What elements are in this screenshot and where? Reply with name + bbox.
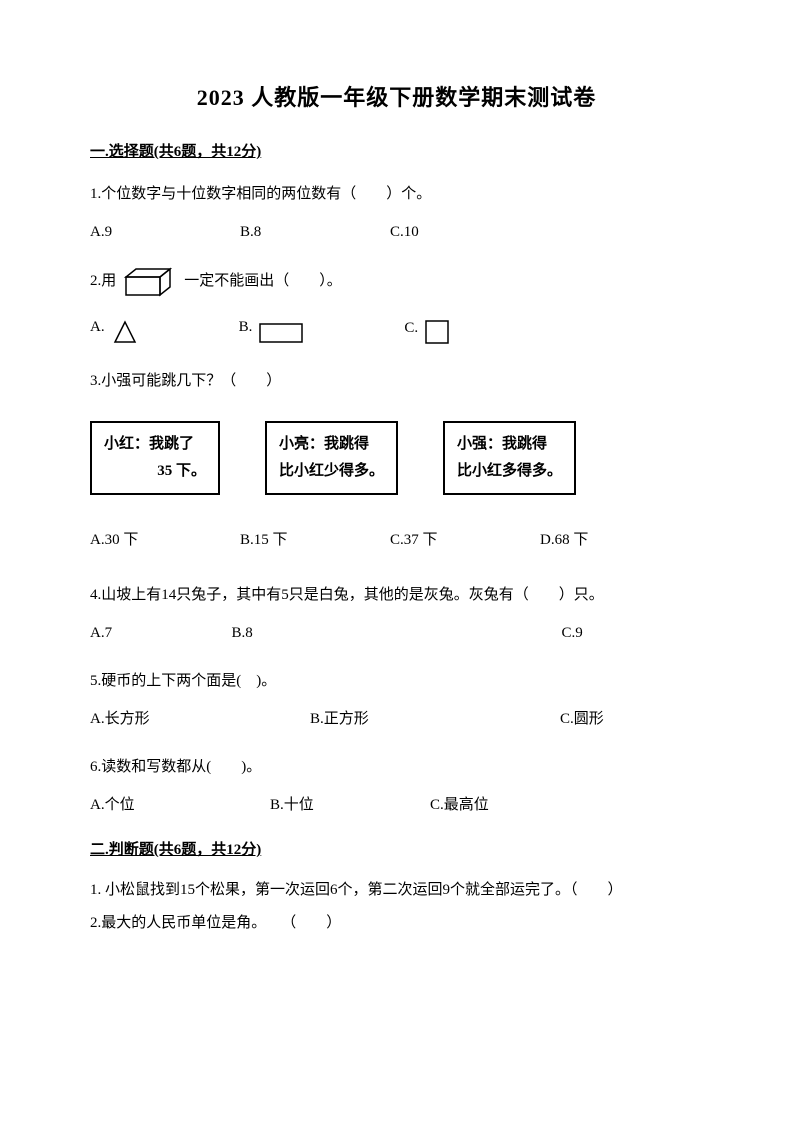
rectangle-icon: [258, 320, 304, 346]
q3-box3-line1: 小强：我跳得: [457, 431, 562, 458]
q4-opt-b: B.8: [231, 618, 372, 648]
q3-box1: 小红：我跳了 35 下。: [90, 421, 220, 495]
q1-opt-a: A.9: [90, 217, 240, 247]
q3-box2: 小亮：我跳得 比小红少得多。: [265, 421, 398, 495]
q2-prefix: 2.用: [90, 266, 116, 296]
q3-opt-a: A.30 下: [90, 525, 240, 555]
question-4: 4.山坡上有14只兔子，其中有5只是白兔，其他的是灰兔。灰兔有（ ）只。 A.7…: [90, 580, 703, 648]
q1-opt-c: C.10: [390, 217, 540, 247]
q5-opt-a: A.长方形: [90, 704, 310, 734]
cuboid-icon: [120, 265, 180, 297]
question-3: 3.小强可能跳几下？（ ） 小红：我跳了 35 下。 小亮：我跳得 比小红少得多…: [90, 366, 703, 555]
q5-text: 5.硬币的上下两个面是( )。: [90, 666, 703, 696]
q2-options: A. B. C.: [90, 312, 703, 346]
q5-opt-b: B.正方形: [310, 704, 560, 734]
q4-text: 4.山坡上有14只兔子，其中有5只是白兔，其他的是灰兔。灰兔有（ ）只。: [90, 580, 703, 610]
q6-text: 6.读数和写数都从( )。: [90, 752, 703, 782]
question-2: 2.用 一定不能画出（ ）。 A. B. C.: [90, 265, 703, 346]
q3-opt-d: D.68 下: [540, 525, 690, 555]
q2-opt-b: B.: [239, 312, 305, 346]
q2-suffix: 一定不能画出（ ）。: [184, 266, 342, 296]
question-6: 6.读数和写数都从( )。 A.个位 B.十位 C.最高位: [90, 752, 703, 820]
question-5: 5.硬币的上下两个面是( )。 A.长方形 B.正方形 C.圆形: [90, 666, 703, 734]
q2-opt-c-label: C.: [404, 313, 418, 343]
q3-box1-line1: 小红：我跳了: [104, 431, 206, 458]
q2-opt-a-label: A.: [90, 312, 105, 342]
q3-dialog-row: 小红：我跳了 35 下。 小亮：我跳得 比小红少得多。 小强：我跳得 比小红多得…: [90, 421, 703, 495]
s2-question-1: 1. 小松鼠找到15个松果，第一次运回6个，第二次运回9个就全部运完了。（ ）: [90, 877, 703, 904]
q2-text: 2.用 一定不能画出（ ）。: [90, 265, 703, 297]
q3-options: A.30 下 B.15 下 C.37 下 D.68 下: [90, 525, 703, 555]
q4-opt-a: A.7: [90, 618, 231, 648]
q3-opt-b: B.15 下: [240, 525, 390, 555]
q3-text: 3.小强可能跳几下？（ ）: [90, 366, 703, 396]
triangle-icon: [111, 318, 139, 346]
q3-box1-line2: 35 下。: [104, 458, 206, 485]
q3-box3-line2: 比小红多得多。: [457, 458, 562, 485]
q3-box2-line1: 小亮：我跳得: [279, 431, 384, 458]
s2-question-2: 2.最大的人民币单位是角。 （ ）: [90, 910, 703, 937]
section1-header: 一.选择题(共6题，共12分): [90, 140, 703, 164]
q1-opt-b: B.8: [240, 217, 390, 247]
q2-opt-c: C.: [404, 313, 450, 345]
q3-box3: 小强：我跳得 比小红多得多。: [443, 421, 576, 495]
section2-header: 二.判断题(共6题，共12分): [90, 838, 703, 862]
q3-box2-line2: 比小红少得多。: [279, 458, 384, 485]
q5-opt-c: C.圆形: [560, 704, 604, 734]
q1-options: A.9 B.8 C.10: [90, 217, 703, 247]
q2-opt-a: A.: [90, 312, 139, 346]
q3-opt-c: C.37 下: [390, 525, 540, 555]
q4-options: A.7 B.8 C.9: [90, 618, 703, 648]
q4-blank: [373, 618, 562, 648]
q6-opt-b: B.十位: [270, 790, 430, 820]
q6-options: A.个位 B.十位 C.最高位: [90, 790, 703, 820]
q6-opt-a: A.个位: [90, 790, 270, 820]
q5-options: A.长方形 B.正方形 C.圆形: [90, 704, 703, 734]
q2-opt-b-label: B.: [239, 312, 253, 342]
page-title: 2023 人教版一年级下册数学期末测试卷: [90, 80, 703, 115]
question-1: 1.个位数字与十位数字相同的两位数有（ ）个。 A.9 B.8 C.10: [90, 179, 703, 247]
square-icon: [424, 319, 450, 345]
q1-text: 1.个位数字与十位数字相同的两位数有（ ）个。: [90, 179, 703, 209]
q6-opt-c: C.最高位: [430, 790, 489, 820]
q4-opt-c: C.9: [562, 618, 703, 648]
